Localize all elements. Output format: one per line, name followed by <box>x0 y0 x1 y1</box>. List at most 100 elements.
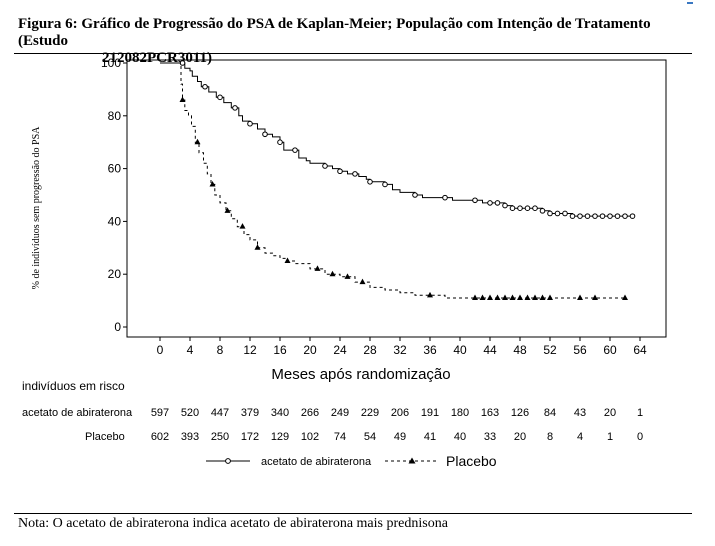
x-axis: 0 4 8 12 16 20 24 28 32 36 40 44 48 52 56 60 64 <box>157 337 647 357</box>
risk-count: 126 <box>511 407 529 419</box>
censor-mark-abiraterona <box>547 210 553 217</box>
censor-mark-abiraterona <box>524 205 531 211</box>
censor-mark-placebo <box>284 257 291 263</box>
bottom-rule <box>14 513 692 514</box>
risk-count: 33 <box>484 431 496 443</box>
censor-mark-placebo <box>209 180 216 187</box>
censor-mark-placebo <box>329 270 336 277</box>
risk-count: 49 <box>394 431 406 443</box>
censor-mark-abiraterona <box>382 181 388 188</box>
series-layer <box>160 60 636 300</box>
censor-mark-abiraterona <box>337 168 343 175</box>
legend-marker-abiraterona <box>225 458 231 464</box>
censor-mark-abiraterona <box>292 147 298 153</box>
figure-title-line1: Figura 6: Gráfico de Progressão do PSA d… <box>18 16 651 49</box>
risk-count: 191 <box>421 407 439 419</box>
legend-marker-placebo <box>408 457 416 464</box>
censor-mark-abiraterona <box>322 163 328 169</box>
risk-count: 0 <box>637 431 643 443</box>
risk-count: 1 <box>637 407 643 419</box>
risk-count: 249 <box>331 407 349 419</box>
censor-mark-placebo <box>494 294 501 300</box>
censor-mark-placebo <box>622 294 628 300</box>
censor-mark-abiraterona <box>592 213 598 219</box>
censor-mark-abiraterona <box>539 208 546 214</box>
censor-mark-placebo <box>359 278 366 285</box>
risk-table: indivíduos em risco acetato de abiratero… <box>22 379 643 443</box>
risk-count: 379 <box>241 407 259 419</box>
figure-note: Nota: O acetato de abiraterona indica ac… <box>18 516 448 531</box>
censor-mark-placebo <box>179 96 186 102</box>
plot-frame <box>126 59 667 338</box>
x-tick-label: 52 <box>543 343 557 357</box>
censor-mark-placebo <box>224 207 231 213</box>
risk-count: 340 <box>271 407 289 419</box>
censor-mark-placebo <box>472 294 478 300</box>
risk-count: 229 <box>361 407 379 419</box>
x-tick-label: 12 <box>243 343 257 357</box>
censor-mark-abiraterona <box>509 205 516 211</box>
risk-count: 393 <box>181 431 199 443</box>
censor-mark-placebo <box>524 294 531 300</box>
censor-mark-abiraterona <box>517 205 523 211</box>
censor-mark-abiraterona <box>247 120 253 127</box>
censor-mark-abiraterona <box>262 131 268 138</box>
x-tick-label: 0 <box>157 343 164 357</box>
censor-mark-placebo <box>592 294 598 300</box>
censor-mark-abiraterona <box>442 194 448 201</box>
x-tick-label: 28 <box>363 343 377 357</box>
censor-mark-abiraterona <box>532 205 538 211</box>
risk-count: 250 <box>211 431 229 443</box>
risk-count: 84 <box>544 407 556 419</box>
x-tick-label: 56 <box>573 343 587 357</box>
risk-count: 129 <box>271 431 289 443</box>
risk-count: 20 <box>514 431 526 443</box>
x-tick-label: 36 <box>423 343 437 357</box>
x-tick-label: 20 <box>303 343 317 357</box>
risk-count: 266 <box>301 407 319 419</box>
censor-mark-abiraterona <box>277 139 283 145</box>
top-rule <box>14 53 692 54</box>
censor-mark-placebo <box>532 294 538 300</box>
censor-mark-placebo <box>194 138 201 145</box>
censor-mark-placebo <box>479 294 486 300</box>
x-tick-label: 32 <box>393 343 407 357</box>
risk-row-label-placebo: Placebo <box>85 431 125 443</box>
censor-mark-abiraterona <box>412 192 418 198</box>
y-tick-label: 100 <box>101 56 121 70</box>
y-axis-label: % de indivíduos sem progressão do PSA <box>31 126 42 290</box>
censor-mark-abiraterona <box>562 210 568 217</box>
censor-mark-abiraterona <box>554 210 561 217</box>
risk-count: 41 <box>424 431 436 443</box>
risk-count: 8 <box>547 431 553 443</box>
censor-mark-abiraterona <box>494 200 501 206</box>
x-tick-label: 4 <box>187 343 194 357</box>
censor-mark-abiraterona <box>584 213 591 219</box>
risk-count: 520 <box>181 407 199 419</box>
risk-count: 180 <box>451 407 469 419</box>
censor-mark-abiraterona <box>352 171 358 177</box>
censor-mark-placebo <box>487 294 493 300</box>
x-tick-label: 24 <box>333 343 347 357</box>
risk-count: 102 <box>301 431 319 443</box>
censor-mark-abiraterona <box>577 213 583 219</box>
x-tick-label: 16 <box>273 343 287 357</box>
censor-mark-placebo <box>254 244 261 250</box>
censor-mark-placebo <box>539 294 546 300</box>
risk-count: 172 <box>241 431 259 443</box>
censor-mark-placebo <box>239 223 246 229</box>
series-line-placebo <box>160 62 625 299</box>
x-tick-label: 60 <box>603 343 617 357</box>
corner-mark <box>687 2 693 4</box>
censor-mark-abiraterona <box>217 94 223 101</box>
risk-count: 4 <box>577 431 583 443</box>
x-tick-label: 8 <box>217 343 224 357</box>
risk-count: 206 <box>391 407 409 419</box>
legend-label-placebo: Placebo <box>446 453 497 469</box>
censor-mark-abiraterona <box>622 213 628 219</box>
censor-mark-abiraterona <box>502 202 508 209</box>
censor-mark-abiraterona <box>599 213 606 219</box>
y-tick-label: 0 <box>114 320 121 334</box>
censor-mark-placebo <box>427 291 433 298</box>
censor-mark-abiraterona <box>607 213 613 219</box>
